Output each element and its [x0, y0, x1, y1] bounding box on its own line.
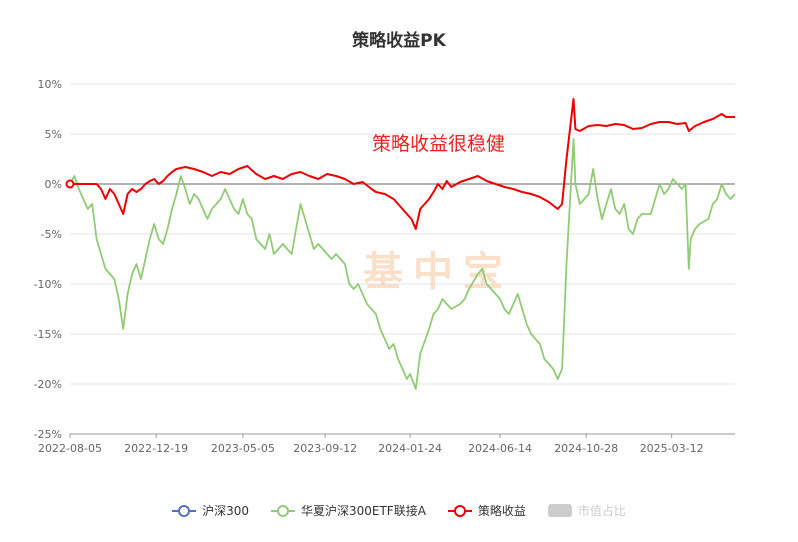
series-layer	[65, 98, 736, 390]
legend-item-3[interactable]: 市值占比	[547, 502, 626, 519]
legend-marker-icon	[270, 504, 295, 517]
legend-marker-icon	[547, 504, 572, 517]
legend-item-0[interactable]: 沪深300	[172, 502, 249, 519]
x-tick-label: 2022-12-19	[124, 442, 188, 455]
series-line-strategy	[70, 98, 735, 230]
y-tick-label: -15%	[34, 328, 62, 341]
legend-item-1[interactable]: 华夏沪深300ETF联接A	[270, 502, 426, 519]
x-tick-label: 2024-01-24	[378, 442, 442, 455]
x-tick-label: 2023-05-05	[211, 442, 275, 455]
legend-marker-icon	[447, 504, 472, 517]
y-tick-label: -20%	[34, 378, 62, 391]
axis-layer: 10% 5% 0% -5% -10% -15% -20% -25%2022-08-05 2022…	[34, 78, 735, 455]
series-line-etf	[69, 138, 736, 390]
legend-marker-icon	[172, 504, 197, 517]
y-tick-label: 5%	[45, 128, 62, 141]
legend-label: 市值占比	[577, 504, 626, 518]
y-tick-label: 10%	[38, 78, 62, 91]
legend-label: 策略收益	[477, 504, 526, 518]
legend-label: 沪深300	[202, 504, 249, 518]
y-tick-label: 0%	[45, 178, 62, 191]
x-tick-label: 2022-08-05	[38, 442, 102, 455]
y-tick-label: -25%	[34, 428, 62, 441]
x-tick-label: 2023-09-12	[293, 442, 357, 455]
legend-label: 华夏沪深300ETF联接A	[300, 504, 426, 518]
x-tick-label: 2024-10-28	[554, 442, 618, 455]
y-tick-label: -5%	[41, 228, 62, 241]
chart-title: 策略收益PK	[352, 31, 446, 51]
legend-item-2[interactable]: 策略收益	[447, 502, 526, 519]
y-tick-label: -10%	[34, 278, 62, 291]
series-start-point	[65, 179, 75, 189]
x-tick-label: 2025-03-12	[640, 442, 704, 455]
chart-annotation: 策略收益很稳健	[372, 133, 505, 155]
legend: 沪深300 华夏沪深300ETF联接A 策略收益 市值占比	[0, 502, 798, 519]
x-tick-label: 2024-06-14	[468, 442, 532, 455]
